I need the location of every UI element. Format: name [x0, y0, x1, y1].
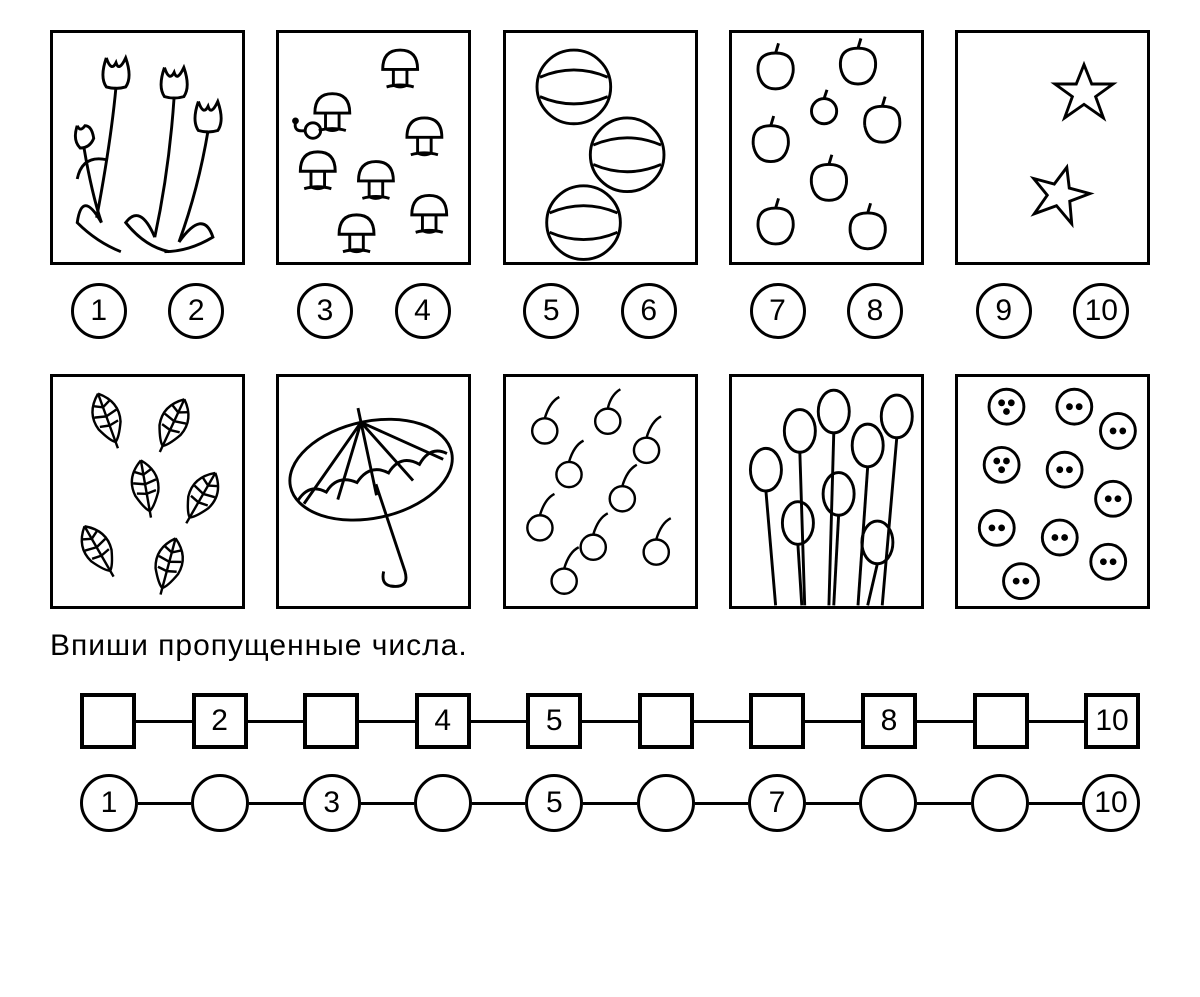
number-circle: 10 [1073, 283, 1129, 339]
tulips-icon [53, 33, 242, 262]
seq-square[interactable]: 10 [1084, 693, 1140, 749]
circle-pair: 1 2 [50, 283, 245, 339]
seq-square[interactable]: 2 [192, 693, 248, 749]
seq-square[interactable] [638, 693, 694, 749]
cherries-icon [506, 377, 695, 606]
card-stars [955, 30, 1150, 265]
card-tulips [50, 30, 245, 265]
number-circle: 2 [168, 283, 224, 339]
number-circle: 7 [750, 283, 806, 339]
seq-square[interactable] [303, 693, 359, 749]
number-circle: 8 [847, 283, 903, 339]
seq-circle[interactable] [859, 774, 917, 832]
number-circle: 6 [621, 283, 677, 339]
seq-circle[interactable]: 5 [525, 774, 583, 832]
number-circle: 5 [523, 283, 579, 339]
seq-square[interactable]: 8 [861, 693, 917, 749]
circle-pair: 7 8 [729, 283, 924, 339]
seq-square[interactable]: 5 [526, 693, 582, 749]
circle-pair: 9 10 [955, 283, 1150, 339]
buttons-icon [958, 377, 1147, 606]
card-buttons [955, 374, 1150, 609]
number-circle: 9 [976, 283, 1032, 339]
instruction-text: Впиши пропущенные числа. [50, 629, 1150, 663]
card-apples [729, 30, 924, 265]
card-row-2 [50, 374, 1150, 609]
circle-pair: 5 6 [503, 283, 698, 339]
seq-circle[interactable] [414, 774, 472, 832]
mushrooms-icon [279, 33, 468, 262]
card-cherries [503, 374, 698, 609]
seq-circle[interactable] [637, 774, 695, 832]
seq-circle[interactable]: 7 [748, 774, 806, 832]
umbrella-icon [279, 377, 468, 606]
seq-circle[interactable] [191, 774, 249, 832]
circle-pair: 3 4 [276, 283, 471, 339]
number-circles-row-1: 1 2 3 4 5 6 7 8 9 10 [50, 283, 1150, 339]
stars-icon [958, 33, 1147, 262]
number-circle: 4 [395, 283, 451, 339]
seq-circle[interactable]: 10 [1082, 774, 1140, 832]
seq-circle[interactable]: 1 [80, 774, 138, 832]
sequence-circles-row: 1 3 5 7 10 [80, 774, 1140, 832]
apples-icon [732, 33, 921, 262]
balls-icon [506, 33, 695, 262]
seq-square[interactable] [973, 693, 1029, 749]
card-balls [503, 30, 698, 265]
number-circle: 1 [71, 283, 127, 339]
leaves-icon [53, 377, 242, 606]
balloons-icon [732, 377, 921, 606]
card-leaves [50, 374, 245, 609]
seq-square[interactable]: 4 [415, 693, 471, 749]
sequence-squares-row: 2 4 5 8 10 [80, 693, 1140, 749]
seq-circle[interactable] [971, 774, 1029, 832]
seq-circle[interactable]: 3 [303, 774, 361, 832]
card-mushrooms [276, 30, 471, 265]
number-circle: 3 [297, 283, 353, 339]
seq-square[interactable] [749, 693, 805, 749]
card-row-1 [50, 30, 1150, 265]
card-umbrella [276, 374, 471, 609]
card-balloons [729, 374, 924, 609]
seq-square[interactable] [80, 693, 136, 749]
